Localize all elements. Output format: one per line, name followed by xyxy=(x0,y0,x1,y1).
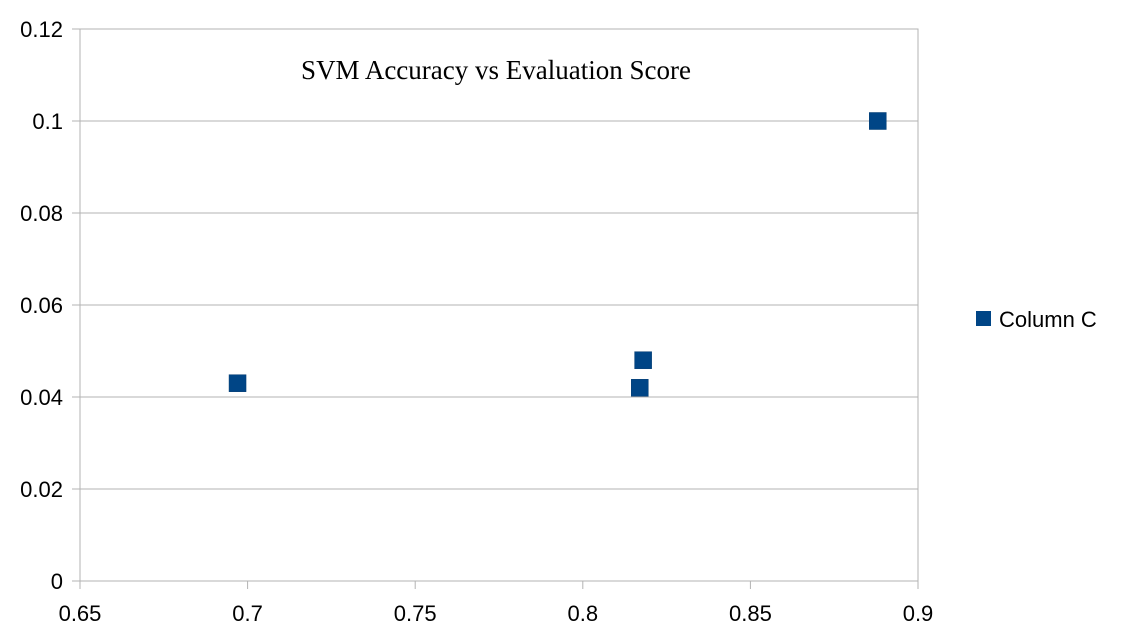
y-tick-label: 0.1 xyxy=(32,109,63,134)
y-axis-ticks: 0 0.02 0.04 0.06 0.08 0.1 0.12 xyxy=(20,17,80,594)
data-point xyxy=(869,112,887,130)
y-tick-label: 0.08 xyxy=(20,201,63,226)
y-tick-label: 0.04 xyxy=(20,385,63,410)
x-tick-label: 0.65 xyxy=(59,601,102,626)
x-tick-label: 0.85 xyxy=(729,601,772,626)
x-tick-label: 0.75 xyxy=(394,601,437,626)
data-points xyxy=(228,112,887,397)
y-tick-label: 0.02 xyxy=(20,477,63,502)
x-axis-ticks: 0.65 0.7 0.75 0.8 0.85 0.9 xyxy=(59,581,934,626)
data-point xyxy=(634,351,652,369)
x-tick-label: 0.7 xyxy=(232,601,263,626)
chart-title: SVM Accuracy vs Evaluation Score xyxy=(301,55,691,85)
y-tick-label: 0 xyxy=(51,569,63,594)
y-tick-label: 0.06 xyxy=(20,293,63,318)
x-tick-label: 0.9 xyxy=(903,601,934,626)
legend-swatch-icon xyxy=(976,311,991,326)
legend: Column C xyxy=(976,307,1097,332)
x-tick-label: 0.8 xyxy=(568,601,599,626)
legend-label: Column C xyxy=(999,307,1097,332)
data-point xyxy=(228,374,247,392)
data-point xyxy=(631,379,649,397)
grid-lines xyxy=(80,120,918,490)
y-tick-label: 0.12 xyxy=(20,17,63,42)
